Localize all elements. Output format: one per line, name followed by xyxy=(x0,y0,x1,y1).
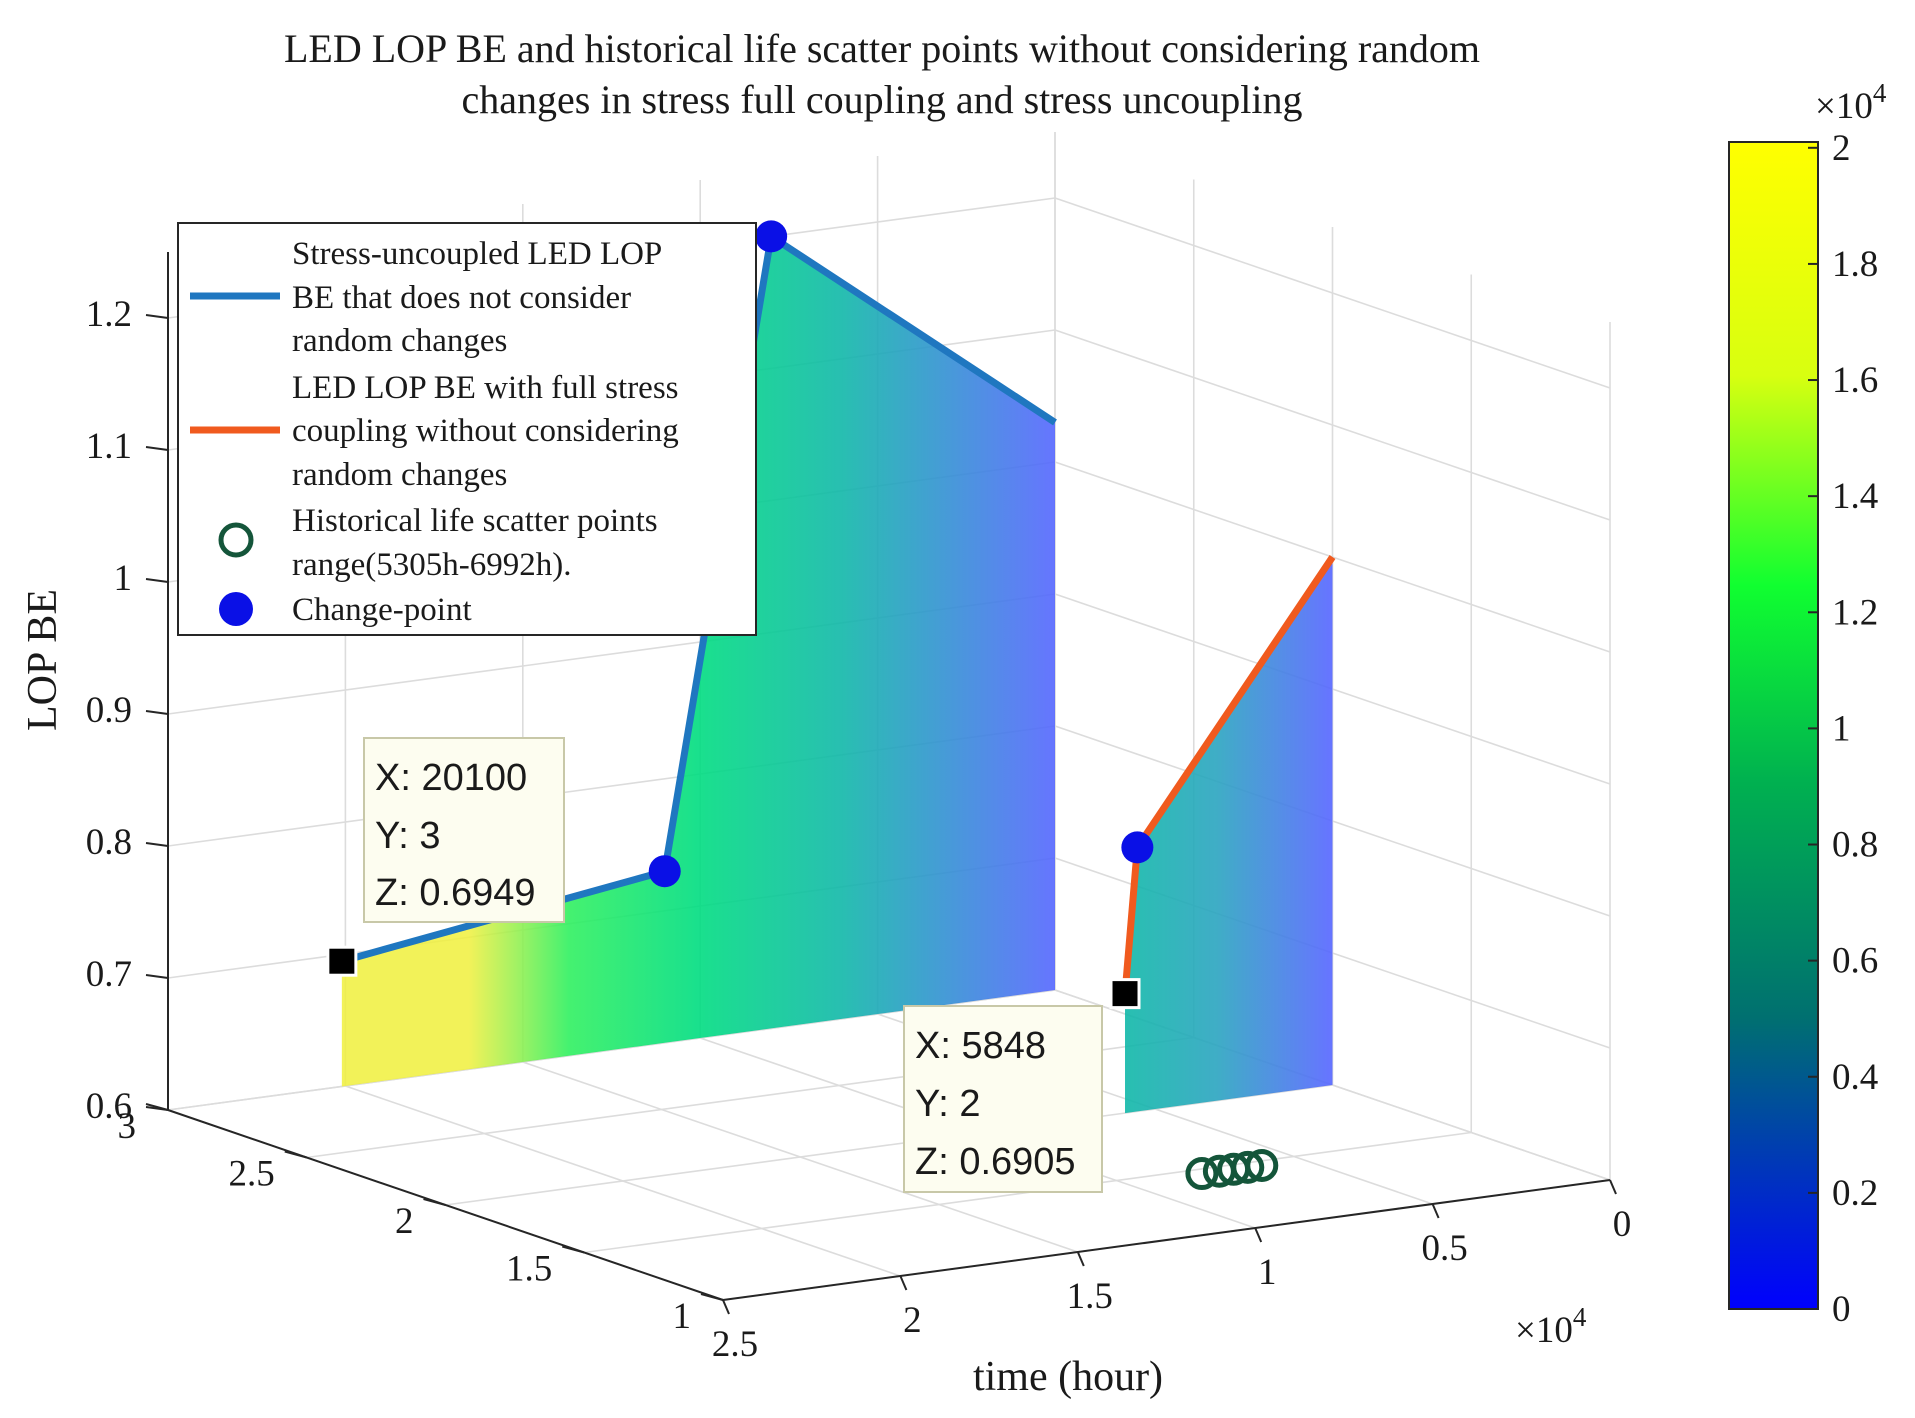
datatip-box xyxy=(363,737,565,923)
y-tick-label: 3 xyxy=(118,1106,137,1147)
colorbar-multiplier: ×104 xyxy=(1815,78,1887,127)
legend-changepoint-label: Change-point xyxy=(292,592,472,628)
colorbar-tick-label: 1.4 xyxy=(1832,476,1878,517)
z-tick-label: 1.2 xyxy=(86,294,132,335)
datatip-z: Z: 0.6905 xyxy=(915,1141,1076,1183)
datatip-uncoupled: X: 20100 Y: 3 Z: 0.6949 xyxy=(363,737,565,923)
datatip-marker xyxy=(326,945,358,977)
datatip-y: Y: 2 xyxy=(915,1083,981,1125)
x-tick-mark xyxy=(722,1299,730,1315)
colorbar-tick-label: 0.2 xyxy=(1832,1173,1878,1214)
datatip-y: Y: 3 xyxy=(375,815,441,857)
change-point-marker xyxy=(648,855,681,888)
x-axis-multiplier-exp: 4 xyxy=(1573,1302,1587,1332)
surface-uncoupled xyxy=(341,236,1055,1087)
legend-scatter-line-1: Historical life scatter points xyxy=(292,503,658,539)
y-tick-mark xyxy=(284,1150,308,1159)
x-tick-label: 1.5 xyxy=(1067,1276,1113,1317)
x-tick-mark xyxy=(1254,1227,1263,1243)
colorbar-tick-label: 1 xyxy=(1832,708,1851,749)
axis-ticks: 0.6 0.7 0.8 0.9 1 1.1 1.2 1 1.5 2 2.5 3 0 0.5 1 1.5 2 2.5 xyxy=(86,294,1632,1365)
y-tick-label: 1 xyxy=(673,1296,692,1337)
colorbar-multiplier-exp: 4 xyxy=(1873,78,1887,108)
z-tick-mark xyxy=(145,710,169,715)
x-axis-label: time (hour) xyxy=(973,1354,1163,1400)
z-tick-label: 0.9 xyxy=(86,690,132,731)
z-tick-mark xyxy=(145,314,169,319)
chart-title-line-1: LED LOP BE and historical life scatter p… xyxy=(284,26,1480,71)
colorbar: ×104 0 0.2 0.4 0.6 0.8 1 1.2 1.4 1.6 1.8 2 xyxy=(1728,78,1887,1330)
chart-title-line-2: changes in stress full coupling and stre… xyxy=(462,77,1303,122)
z-tick-mark xyxy=(145,578,169,583)
colorbar-tick-label: 0.8 xyxy=(1832,825,1878,866)
x-tick-label: 0 xyxy=(1613,1204,1632,1245)
y-tick-mark xyxy=(423,1198,446,1206)
y-tick-label: 2 xyxy=(395,1201,414,1242)
scatter-point xyxy=(1202,1154,1236,1188)
datatip-x: X: 20100 xyxy=(375,757,527,799)
x-tick-label: 0.5 xyxy=(1421,1228,1467,1269)
legend-swatch-scatter xyxy=(218,522,254,558)
datatip-x: X: 5848 xyxy=(915,1025,1046,1067)
legend: Stress-uncoupled LED LOP BE that does no… xyxy=(177,222,757,636)
scatter-point xyxy=(1217,1152,1251,1186)
colorbar-tick-label: 0.4 xyxy=(1832,1057,1878,1098)
x-axis-multiplier: ×104 xyxy=(1515,1302,1587,1351)
colorbar-tick-label: 0 xyxy=(1832,1289,1851,1330)
z-tick-mark xyxy=(145,842,169,847)
x-axis-multiplier-base: ×10 xyxy=(1515,1310,1573,1351)
legend-uncoupled-line-2: BE that does not consider xyxy=(292,280,631,316)
colorbar-tick-label: 1.6 xyxy=(1832,360,1878,401)
x-tick-mark xyxy=(899,1275,908,1291)
z-tick-label: 0.8 xyxy=(86,822,132,863)
legend-scatter-line-2: range(5305h-6992h). xyxy=(292,547,572,583)
y-tick-mark xyxy=(561,1245,585,1254)
legend-uncoupled-line-1: Stress-uncoupled LED LOP xyxy=(292,236,662,272)
y-tick-mark xyxy=(145,1103,169,1111)
y-tick-label: 2.5 xyxy=(229,1154,275,1195)
z-axis-label: LOP BE xyxy=(20,589,66,731)
z-tick-label: 0.6 xyxy=(86,1086,132,1127)
x-axis-line xyxy=(722,1179,1611,1301)
scatter-point xyxy=(1185,1157,1219,1191)
legend-swatch-changepoint xyxy=(219,592,253,626)
x-tick-label: 2.5 xyxy=(712,1324,758,1365)
x-tick-label: 1 xyxy=(1258,1252,1277,1293)
x-tick-mark xyxy=(1609,1179,1617,1195)
legend-coupled-line-2: coupling without considering xyxy=(292,413,679,449)
x-tick-mark xyxy=(1431,1203,1440,1219)
y-tick-mark xyxy=(700,1293,724,1301)
colorbar-tick-label: 1.8 xyxy=(1832,244,1878,285)
change-point-marker xyxy=(1121,831,1154,864)
y-tick-label: 1.5 xyxy=(506,1249,552,1290)
datatip-marker xyxy=(1109,978,1141,1010)
legend-coupled-line-1: LED LOP BE with full stress xyxy=(292,370,679,406)
z-tick-label: 0.7 xyxy=(86,954,132,995)
z-tick-mark xyxy=(145,974,169,979)
colorbar-tick-label: 2 xyxy=(1832,128,1851,169)
datatip-box xyxy=(903,1005,1103,1193)
x-tick-label: 2 xyxy=(903,1300,922,1341)
datatip-coupled: X: 5848 Y: 2 Z: 0.6905 xyxy=(903,1005,1103,1193)
markers xyxy=(326,220,1279,1191)
colorbar-gradient xyxy=(1728,141,1819,1310)
z-tick-label: 1 xyxy=(114,558,133,599)
datatip-z: Z: 0.6949 xyxy=(375,872,536,914)
legend-uncoupled-line-3: random changes xyxy=(292,323,507,359)
surfaces xyxy=(341,236,1333,1114)
colorbar-tick-label: 1.2 xyxy=(1832,592,1878,633)
z-tick-mark xyxy=(145,446,169,451)
colorbar-multiplier-base: ×10 xyxy=(1815,86,1873,127)
colorbar-tick-label: 0.6 xyxy=(1832,941,1878,982)
x-tick-mark xyxy=(1076,1251,1085,1267)
legend-coupled-line-3: random changes xyxy=(292,457,507,493)
change-point-marker xyxy=(755,220,788,253)
z-tick-label: 1.1 xyxy=(86,426,132,467)
surface-coupled xyxy=(1125,557,1333,1114)
